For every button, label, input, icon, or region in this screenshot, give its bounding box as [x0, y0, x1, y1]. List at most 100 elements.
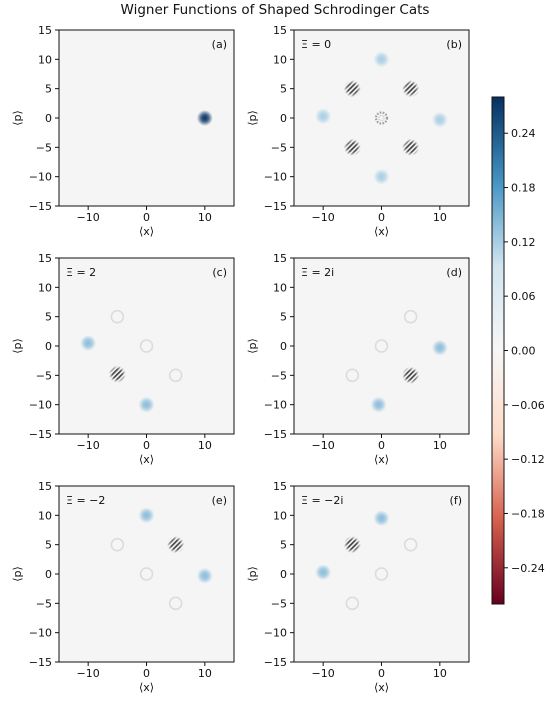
heatmap-area	[345, 309, 448, 413]
blob-fringe-6	[343, 138, 361, 156]
y-axis-label: ⟨p⟩	[246, 338, 259, 354]
panel-e: −10 0 10 −15 −10 −5 0 5 10 15 ⟨x⟩ ⟨p⟩ (e) Ξ = −2	[11, 480, 235, 694]
y-tick-label: 5	[280, 83, 287, 96]
blob-gauss-0	[196, 110, 213, 126]
x-axis-label: ⟨x⟩	[139, 681, 154, 694]
y-axis-label: ⟨p⟩	[11, 110, 24, 126]
x-tick-label: 0	[143, 667, 150, 680]
y-tick-label: 5	[280, 311, 287, 324]
x-tick-label: 10	[198, 439, 212, 452]
heatmap-area	[80, 309, 183, 413]
y-tick-label: 5	[45, 311, 52, 324]
y-tick-label: −10	[29, 627, 52, 640]
xi-label: Ξ = 0	[301, 38, 331, 51]
y-tick-label: −10	[29, 399, 52, 412]
y-tick-label: −5	[271, 597, 287, 610]
blob-ring-8	[374, 111, 389, 125]
blob-ring-8-core	[378, 114, 385, 122]
y-tick-label: −15	[29, 200, 52, 213]
y-tick-label: 5	[45, 83, 52, 96]
y-tick-label: −15	[264, 428, 287, 441]
y-tick-label: 10	[273, 281, 287, 294]
blob-fringe-5	[402, 80, 420, 98]
x-tick-label: 10	[433, 439, 447, 452]
blob-gauss-1	[196, 567, 213, 584]
blob-gauss-0	[431, 339, 448, 356]
colorbar-tick-label: 0.00	[511, 345, 536, 358]
xi-label: Ξ = −2i	[301, 494, 343, 507]
panel-label: (d)	[446, 266, 462, 279]
blob-fringe-2	[402, 366, 420, 384]
y-tick-label: 10	[38, 53, 52, 66]
y-tick-label: 15	[38, 480, 52, 493]
y-axis-label: ⟨p⟩	[11, 566, 24, 582]
y-tick-label: 15	[273, 480, 287, 493]
y-tick-label: 0	[280, 340, 287, 353]
y-tick-label: 10	[38, 509, 52, 522]
blob-faint-5	[345, 368, 360, 383]
y-axis-label: ⟨p⟩	[246, 110, 259, 126]
y-tick-label: −10	[264, 171, 287, 184]
blob-fringe-7	[402, 138, 420, 156]
y-tick-label: −15	[264, 656, 287, 669]
colorbar-tick-label: 0.18	[511, 182, 536, 195]
x-tick-label: −10	[312, 439, 335, 452]
y-tick-label: −5	[36, 597, 52, 610]
heatmap-area	[110, 507, 213, 611]
y-tick-label: −5	[271, 141, 287, 154]
heatmap-area	[196, 110, 213, 126]
blob-gauss-0	[80, 335, 97, 352]
colorbar-tick-label: −0.06	[511, 399, 545, 412]
x-axis-label: ⟨x⟩	[374, 225, 389, 238]
y-tick-label: −5	[271, 369, 287, 382]
x-axis-label: ⟨x⟩	[374, 453, 389, 466]
x-axis-label: ⟨x⟩	[139, 225, 154, 238]
blob-fringe-2	[343, 536, 361, 554]
y-tick-label: −5	[36, 141, 52, 154]
x-tick-label: −10	[77, 667, 100, 680]
blob-gauss-1	[370, 396, 387, 413]
x-axis-label: ⟨x⟩	[374, 681, 389, 694]
figure-title: Wigner Functions of Shaped Schrodinger C…	[120, 2, 430, 18]
blob-gauss-1	[315, 564, 332, 581]
y-tick-label: 0	[45, 568, 52, 581]
panel-f: −10 0 10 −15 −10 −5 0 5 10 15 ⟨x⟩ ⟨p⟩ (f) Ξ = −2i	[246, 480, 470, 694]
y-tick-label: 15	[38, 24, 52, 37]
blob-gauss-0	[373, 51, 390, 68]
y-tick-label: 0	[280, 568, 287, 581]
x-tick-label: −10	[77, 439, 100, 452]
blob-faint-3	[110, 537, 125, 552]
blob-fringe-4	[343, 80, 361, 98]
xi-label: Ξ = 2	[66, 266, 96, 279]
heatmap-area	[315, 51, 448, 185]
colorbar-tick-label: −0.12	[511, 453, 545, 466]
x-tick-label: 0	[378, 667, 385, 680]
panel-c: −10 0 10 −15 −10 −5 0 5 10 15 ⟨x⟩ ⟨p⟩ (c) Ξ = 2	[11, 252, 235, 466]
y-tick-label: −15	[264, 200, 287, 213]
heatmap-area	[315, 510, 418, 611]
y-axis-label: ⟨p⟩	[11, 338, 24, 354]
y-tick-label: 10	[38, 281, 52, 294]
y-tick-label: −15	[29, 428, 52, 441]
x-tick-label: 10	[198, 667, 212, 680]
blob-gauss-0	[138, 507, 155, 524]
x-tick-label: −10	[312, 211, 335, 224]
y-tick-label: 15	[273, 24, 287, 37]
y-axis-label: ⟨p⟩	[246, 566, 259, 582]
y-tick-label: 10	[273, 53, 287, 66]
colorbar-tick-label: −0.18	[511, 507, 545, 520]
blob-faint-3	[403, 309, 418, 324]
x-tick-label: 0	[378, 439, 385, 452]
panel-b: −10 0 10 −15 −10 −5 0 5 10 15 ⟨x⟩ ⟨p⟩ (b) Ξ = 0	[246, 24, 470, 238]
y-tick-label: −10	[29, 171, 52, 184]
x-tick-label: 0	[143, 211, 150, 224]
colorbar-tick-label: 0.24	[511, 127, 536, 140]
x-tick-label: −10	[77, 211, 100, 224]
y-tick-label: 5	[45, 539, 52, 552]
x-axis-label: ⟨x⟩	[139, 453, 154, 466]
y-tick-label: 0	[45, 340, 52, 353]
colorbar-tick-label: 0.12	[511, 236, 536, 249]
colorbar-tick-label: 0.06	[511, 290, 536, 303]
y-tick-label: −5	[36, 369, 52, 382]
blob-gauss-1	[138, 396, 155, 413]
